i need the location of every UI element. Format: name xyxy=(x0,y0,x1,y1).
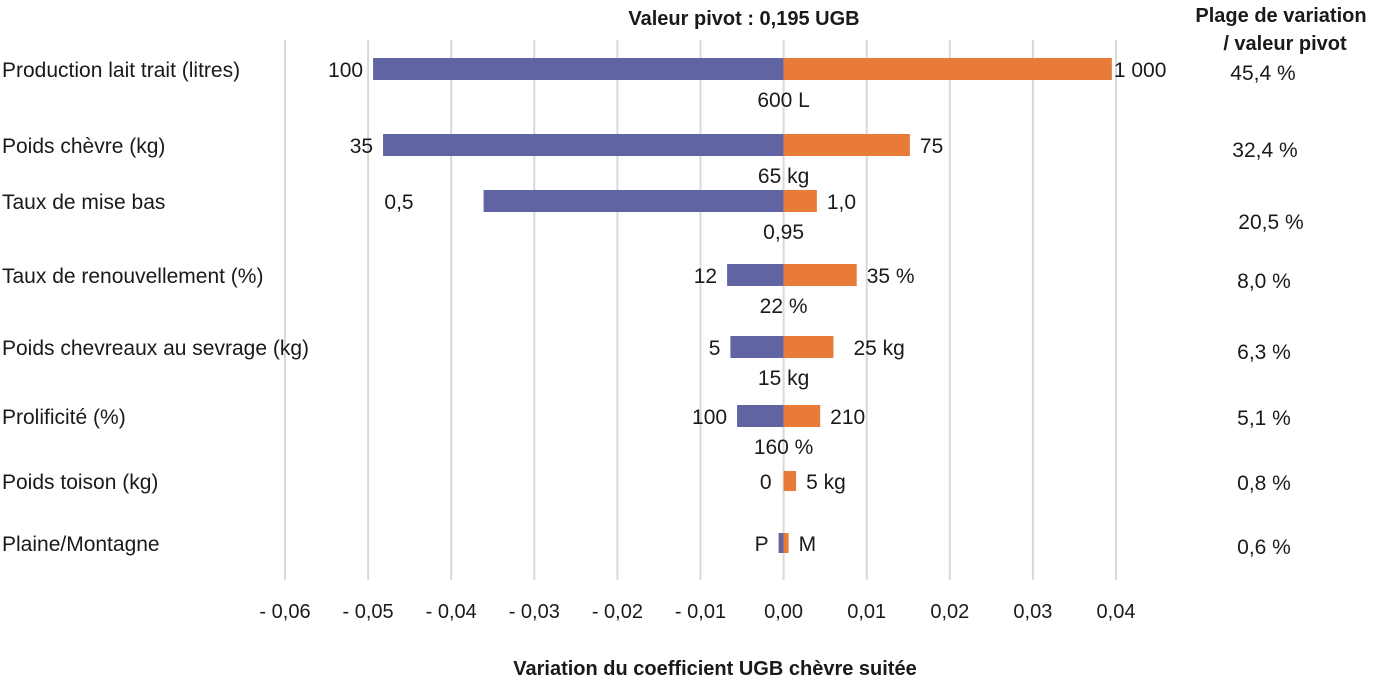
category-label: Poids chèvre (kg) xyxy=(2,135,165,158)
x-tick-label: - 0,02 xyxy=(592,601,643,623)
pivot-value-label: 15 kg xyxy=(758,367,809,390)
range-percent-label: 0,8 % xyxy=(1237,472,1291,495)
x-tick-label: - 0,06 xyxy=(259,601,310,623)
high-value-label: 210 xyxy=(830,406,865,429)
low-value-label: 100 xyxy=(692,406,727,429)
pivot-value-label: 160 % xyxy=(754,436,814,459)
bar-low xyxy=(727,264,784,286)
high-value-label: 1 000 xyxy=(1114,59,1167,82)
high-value-label: 5 kg xyxy=(806,471,846,494)
category-label: Plaine/Montagne xyxy=(2,533,160,556)
bar-low xyxy=(730,336,784,358)
range-percent-label: 32,4 % xyxy=(1232,139,1297,162)
bar-low xyxy=(373,58,784,80)
bar-high xyxy=(783,58,1112,80)
bar-low xyxy=(737,405,784,427)
category-label: Poids chevreaux au sevrage (kg) xyxy=(2,337,309,360)
range-percent-label: 20,5 % xyxy=(1238,211,1303,234)
range-percent-label: 8,0 % xyxy=(1237,270,1291,293)
x-tick-label: - 0,01 xyxy=(675,601,726,623)
bar-low xyxy=(483,190,784,212)
pivot-value-label: 65 kg xyxy=(758,165,809,188)
range-percent-label: 5,1 % xyxy=(1237,407,1291,430)
low-value-label: 0 xyxy=(760,471,772,494)
pivot-value-label: 22 % xyxy=(760,295,808,318)
bar-low xyxy=(778,533,784,553)
bar-high xyxy=(783,471,797,491)
category-label: Poids toison (kg) xyxy=(2,471,158,494)
high-value-label: 75 xyxy=(920,135,943,158)
category-label: Prolificité (%) xyxy=(2,406,126,429)
bar-high xyxy=(783,336,834,358)
x-tick-label: 0,00 xyxy=(764,601,803,623)
high-value-label: 35 % xyxy=(867,265,915,288)
x-axis-title: Variation du coefficient UGB chèvre suit… xyxy=(513,658,916,680)
x-tick-label: 0,04 xyxy=(1097,601,1136,623)
high-value-label: 1,0 xyxy=(827,191,856,214)
x-tick-label: 0,01 xyxy=(847,601,886,623)
low-value-label: 35 xyxy=(350,135,373,158)
low-value-label: 12 xyxy=(694,265,717,288)
x-tick-label: - 0,05 xyxy=(343,601,394,623)
x-tick-label: - 0,04 xyxy=(426,601,477,623)
bar-high xyxy=(783,533,789,553)
x-tick-label: 0,02 xyxy=(930,601,969,623)
chart-title: Valeur pivot : 0,195 UGB xyxy=(628,8,859,30)
bar-high xyxy=(783,190,817,212)
range-percent-label: 45,4 % xyxy=(1230,62,1295,85)
high-value-label: 25 kg xyxy=(853,337,904,360)
bar-high xyxy=(783,405,821,427)
low-value-label: 100 xyxy=(328,59,363,82)
low-value-label: 5 xyxy=(709,337,721,360)
bar-high xyxy=(783,264,857,286)
x-tick-label: 0,03 xyxy=(1013,601,1052,623)
x-tick-label: - 0,03 xyxy=(509,601,560,623)
category-label: Production lait trait (litres) xyxy=(2,59,240,82)
low-value-label: 0,5 xyxy=(384,191,413,214)
right-column-header-line2: / valeur pivot xyxy=(1223,33,1347,55)
high-value-label: M xyxy=(799,533,817,556)
category-label: Taux de renouvellement (%) xyxy=(2,265,263,288)
gridlines xyxy=(284,40,1117,580)
range-percent-label: 0,6 % xyxy=(1237,536,1291,559)
low-value-label: P xyxy=(755,533,769,556)
pivot-value-label: 0,95 xyxy=(763,221,804,244)
bar-high xyxy=(783,134,910,156)
category-label: Taux de mise bas xyxy=(2,191,165,214)
range-percent-label: 6,3 % xyxy=(1237,341,1291,364)
bars xyxy=(373,58,1112,553)
labels: - 0,06 - 0,05 - 0,04 - 0,03 - 0,02 - 0,01 0,00… xyxy=(2,59,1304,623)
bar-low xyxy=(383,134,784,156)
right-column-header-line1: Plage de variation xyxy=(1195,5,1366,27)
pivot-value-label: 600 L xyxy=(757,89,810,112)
